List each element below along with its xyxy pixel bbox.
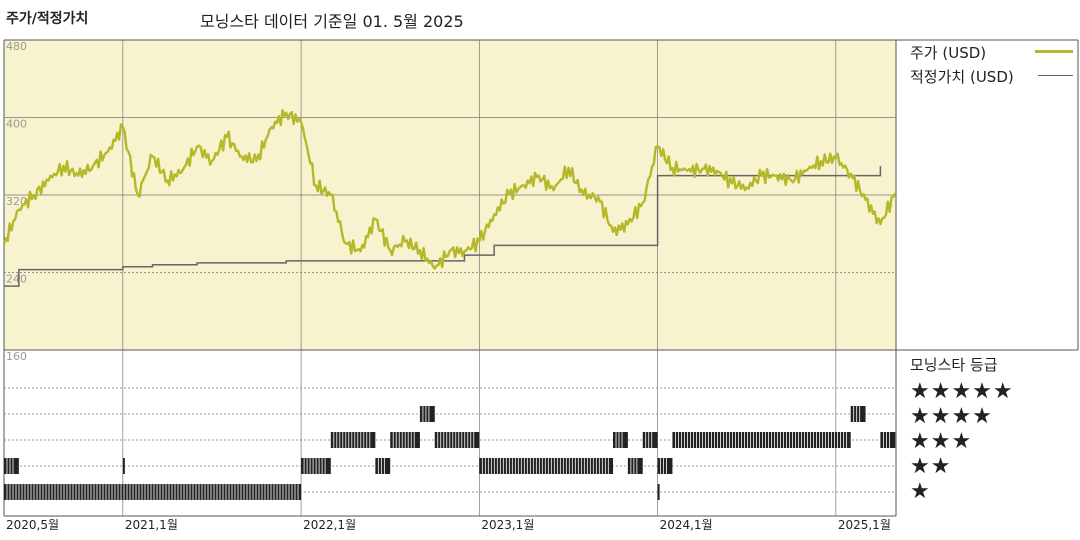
x-tick-label: 2022,1월: [303, 518, 356, 532]
rating-band-3-star: [613, 432, 628, 448]
rating-row-4-stars: ★★★★: [910, 404, 993, 429]
x-tick-label: 2025,1월: [838, 518, 891, 532]
rating-row-5-stars: ★★★★★: [910, 379, 1014, 404]
rating-band-2-star: [627, 458, 643, 474]
rating-row-3-stars: ★★★: [910, 429, 973, 454]
rating-band-3-star: [330, 432, 376, 448]
price-line: [2, 109, 897, 270]
rating-band-3-star: [672, 432, 851, 448]
chart-title: 주가/적정가치: [6, 11, 89, 27]
rating-row-1-star: ★: [910, 479, 931, 504]
rating-band-3-star: [880, 432, 896, 448]
fair-value-line: [4, 165, 882, 287]
rating-band-2-star: [375, 458, 391, 474]
price-legend-swatch: [1035, 50, 1073, 53]
rating-band-2-star: [122, 458, 125, 474]
x-tick-label: 2023,1월: [481, 518, 534, 532]
rating-band-4-star: [419, 406, 435, 422]
y-tick-label: 160: [6, 350, 27, 363]
rating-row-2-stars: ★★: [910, 454, 952, 479]
rating-band-3-star: [642, 432, 658, 448]
y-tick-label: 480: [6, 40, 27, 53]
chart-subtitle: 모닝스타 데이터 기준일 01. 5월 2025: [200, 12, 464, 31]
y-tick-label: 240: [6, 273, 27, 286]
x-tick-label: 2021,1월: [125, 518, 178, 532]
rating-band-1-star: [4, 484, 302, 500]
y-tick-label: 400: [6, 118, 27, 131]
y-tick-label: 320: [6, 195, 27, 208]
fair-value-legend-swatch: [1038, 75, 1073, 76]
rating-band-4-star: [850, 406, 866, 422]
price-legend-label: 주가 (USD): [910, 44, 987, 62]
x-tick-label: 2020,5월: [6, 518, 59, 532]
rating-band-2-star: [657, 458, 673, 474]
rating-legend-title: 모닝스타 등급: [910, 356, 998, 374]
rating-band-2-star: [4, 458, 19, 474]
fair-value-legend-label: 적정가치 (USD): [910, 68, 1014, 86]
x-tick-label: 2024,1월: [660, 518, 713, 532]
rating-band-2-star: [479, 458, 614, 474]
rating-band-1-star: [657, 484, 660, 500]
rating-band-3-star: [434, 432, 480, 448]
